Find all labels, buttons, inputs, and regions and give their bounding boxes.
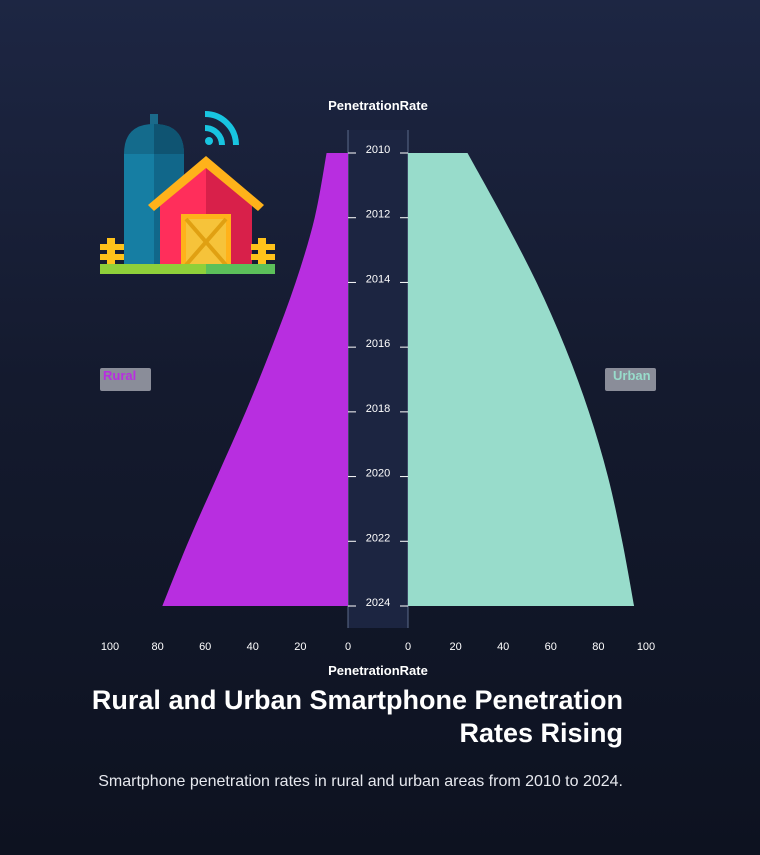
urban-area [408,153,635,606]
x-tick-label-right: 0 [405,641,411,653]
top-axis-title: PenetrationRate [328,98,428,113]
x-tick-label-left: 60 [199,641,211,653]
x-tick-label-right: 40 [497,641,509,653]
bottom-axis-title: PenetrationRate [328,663,428,678]
year-tick-label: 2012 [366,209,390,221]
year-tick-label: 2024 [366,597,390,609]
year-tick-label: 2010 [366,144,390,156]
x-tick-label-left: 100 [101,641,119,653]
rural-area [162,153,348,606]
x-tick-label-left: 80 [151,641,163,653]
year-tick-label: 2020 [366,468,390,480]
legend-rural-label: Rural [103,368,136,383]
year-axis-band [348,130,408,628]
x-tick-label-right: 20 [449,641,461,653]
x-axis-ticks: 100 80 60 40 20 0 0 20 40 60 80 100 [101,641,655,653]
year-tick-label: 2014 [366,273,390,285]
chart-title: Rural and Urban Smartphone Penetration R… [91,685,623,748]
x-tick-label-left: 0 [345,641,351,653]
x-tick-label-right: 80 [592,641,604,653]
chart-subtitle: Smartphone penetration rates in rural an… [98,773,623,790]
legend-urban-label: Urban [613,368,651,383]
year-tick-label: 2016 [366,338,390,350]
year-tick-label: 2018 [366,403,390,415]
year-tick-label: 2022 [366,532,390,544]
x-tick-label-right: 60 [545,641,557,653]
year-axis: 2010 2012 2014 2016 2018 2020 2022 2024 [348,144,408,609]
x-tick-label-left: 40 [247,641,259,653]
legend-rural[interactable]: Rural [100,368,151,391]
x-tick-label-right: 100 [637,641,655,653]
x-tick-label-left: 20 [294,641,306,653]
legend-urban[interactable]: Urban [605,368,656,391]
farm-wifi-icon [100,111,275,274]
